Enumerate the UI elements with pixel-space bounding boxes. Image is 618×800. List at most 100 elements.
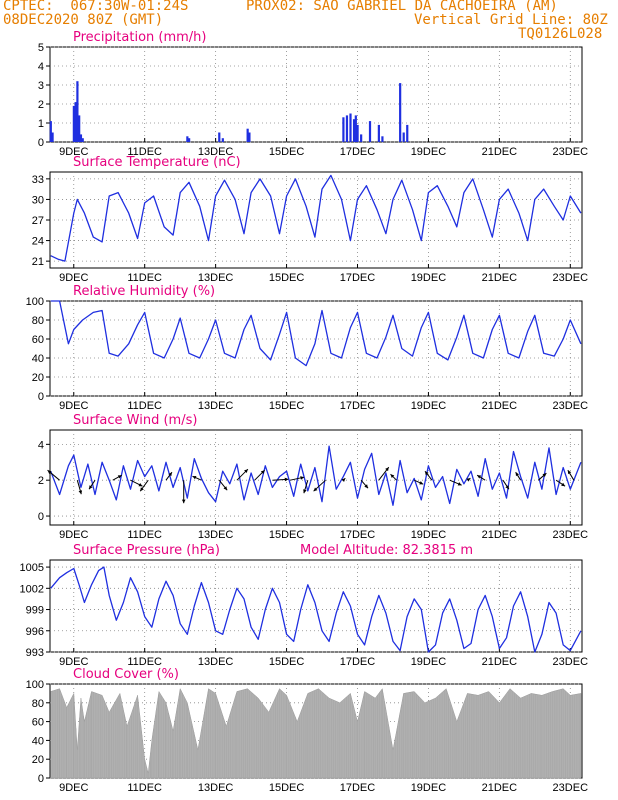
cloud-xtick-label: 23DEC [553,782,589,794]
cloud-ytick-label: 0 [38,773,44,785]
wind-vector-head [181,499,186,504]
wind-vector-head [300,476,305,480]
press-subtitle: Model Altitude: 82.3815 m [300,543,473,558]
rh-xtick-label: 9DEC [59,400,88,412]
wind-vector-head [192,475,197,480]
press-xtick-label: 11DEC [127,656,162,668]
wind-vector-head [364,484,369,489]
wind-vector-head [561,482,566,487]
wind-vector-head [78,490,83,495]
wind-vector-head [505,485,509,490]
rh-series-line [50,300,582,367]
rh-xtick-label: 21DEC [482,400,518,412]
temp-ytick-label: 21 [32,256,44,268]
wind-vector-head [260,470,265,474]
cloud-xtick-label: 9DEC [59,782,88,794]
wind-vector-head [168,472,172,477]
wind-vector-head [313,487,318,492]
wind-vector-head [567,470,572,475]
precip-bar [74,102,77,142]
precip-bar [402,132,405,142]
rh-ytick-label: 80 [32,315,44,327]
press-ytick-label: 1005 [20,562,44,574]
precip-bar [72,105,75,142]
station-name: PROX02: SAO GABRIEL DA CACHOEIRA (AM) [246,0,558,14]
press-xtick-label: 15DEC [269,656,305,668]
precip-title: Precipitation (mm/h) [73,30,206,45]
cloud-ytick-label: 80 [32,698,44,710]
precip-ytick-label: 5 [38,42,44,54]
precip-xtick-label: 11DEC [127,146,162,158]
precip-bar [354,115,357,142]
cloud-ytick-label: 20 [32,754,44,766]
cloud-xtick-label: 11DEC [127,782,162,794]
wind-vector-head [457,482,462,486]
precip-bar [349,113,352,142]
precip-bar [377,124,380,142]
precip-bar [79,134,83,142]
wind-xtick-label: 11DEC [127,529,162,541]
rh-ytick-label: 60 [32,334,44,346]
precip-bar [399,83,402,142]
wind-ytick-label: 2 [38,475,44,487]
wind-vector-head [303,489,307,494]
precip-bar [51,132,54,142]
press-ytick-label: 993 [26,647,44,659]
rh-xtick-label: 17DEC [340,400,376,412]
cloud-ytick-label: 100 [26,679,44,691]
wind-ytick-label: 0 [38,511,44,523]
model-code: TQ0126L028 [518,26,603,42]
precip-xtick-label: 19DEC [411,146,447,158]
run-date: 08DEC2020 80Z (GMT) [3,12,164,28]
temp-ytick-label: 24 [32,236,44,248]
temp-ytick-label: 30 [32,194,44,206]
precip-frame [49,46,583,143]
cloud-ytick-label: 40 [32,735,44,747]
cloud-title: Cloud Cover (%) [73,667,179,682]
temp-xtick-label: 11DEC [127,272,162,284]
cloud-xtick-label: 21DEC [482,782,518,794]
precip-xtick-label: 17DEC [340,146,376,158]
press-xtick-label: 19DEC [411,656,447,668]
rh-xtick-label: 15DEC [269,400,305,412]
temp-xtick-label: 9DEC [59,272,88,284]
precip-bar [76,81,79,142]
precip-bar [49,121,52,142]
precip-bar [356,124,359,142]
press-ytick-label: 1002 [20,583,44,595]
cloud-xtick-label: 15DEC [269,782,305,794]
press-series-line [50,566,582,653]
rh-title: Relative Humidity (%) [73,284,215,299]
cloud-xtick-label: 13DEC [198,782,234,794]
press-xtick-label: 9DEC [59,656,88,668]
rh-ytick-label: 20 [32,372,44,384]
precip-bar [246,128,249,142]
press-ytick-label: 996 [26,626,44,638]
precip-bar [248,132,251,142]
wind-vector-head [515,472,520,477]
wind-vector-head [47,470,52,474]
wind-xtick-label: 17DEC [340,529,376,541]
precip-xtick-label: 23DEC [553,146,589,158]
temp-xtick-label: 13DEC [198,272,234,284]
precip-ytick-label: 4 [38,61,44,73]
wind-vector-head [385,467,389,472]
wind-vector-head [284,477,289,482]
rh-xtick-label: 19DEC [411,400,447,412]
press-xtick-label: 13DEC [198,656,234,668]
temp-xtick-label: 15DEC [269,272,305,284]
precip-xtick-label: 13DEC [198,146,234,158]
precip-bar [186,136,189,142]
precip-bar [406,124,409,142]
press-ytick-label: 999 [26,605,44,617]
precip-ytick-label: 0 [38,137,44,149]
wind-vector-head [477,475,482,479]
press-xtick-label: 23DEC [553,656,589,668]
wind-vector-head [466,478,471,482]
precip-ytick-label: 3 [38,80,44,92]
precip-xtick-label: 21DEC [482,146,518,158]
wind-xtick-label: 13DEC [198,529,234,541]
wind-series-line [50,445,582,506]
wind-frame [49,429,583,526]
